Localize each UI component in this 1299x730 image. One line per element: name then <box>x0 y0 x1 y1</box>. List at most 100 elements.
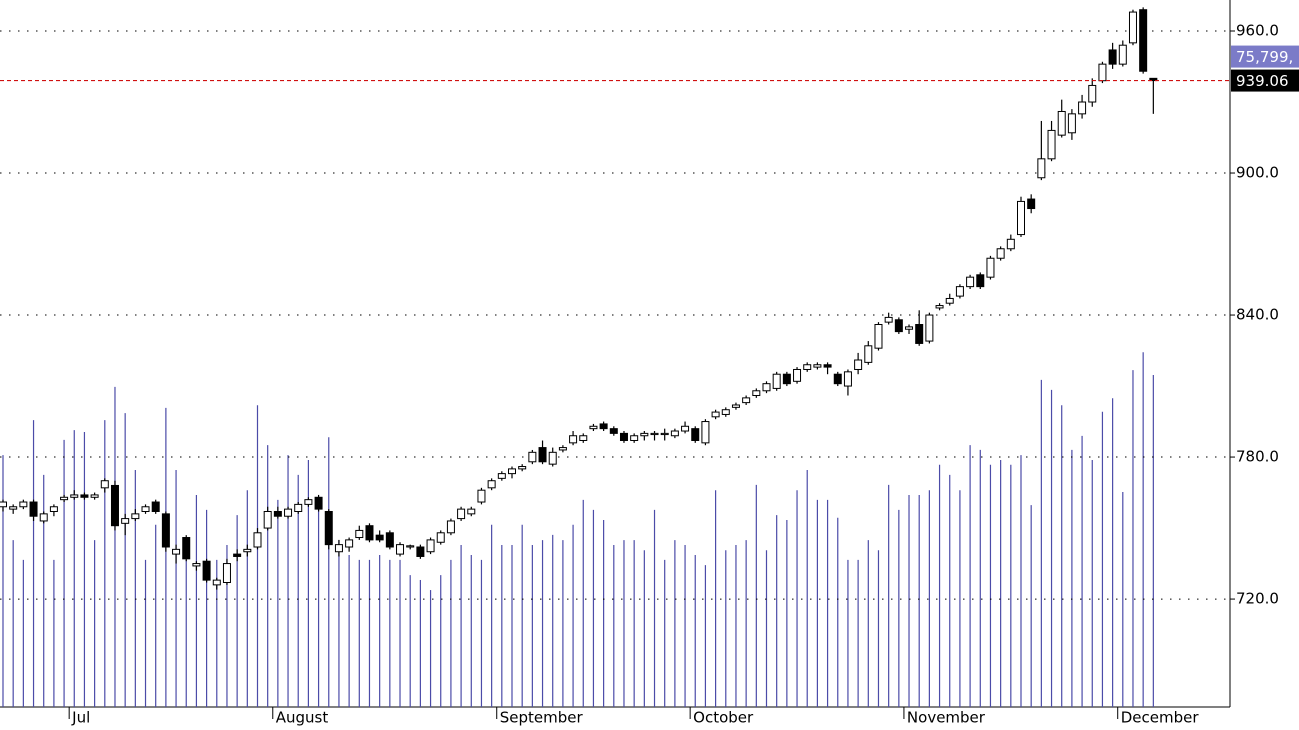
x-tick-label: September <box>500 709 584 727</box>
candle-body <box>334 544 343 553</box>
y-tick-label: 780.0 <box>1236 448 1279 466</box>
candle-body <box>141 506 150 512</box>
candle-body <box>640 432 649 437</box>
x-tick-label: August <box>276 709 329 727</box>
candle-body <box>681 425 690 432</box>
candle-body <box>497 473 506 479</box>
y-tick-label: 960.0 <box>1236 22 1279 40</box>
candle-body <box>558 447 567 451</box>
candle-body <box>1128 11 1137 44</box>
candle-body <box>1047 129 1056 160</box>
candle-body <box>324 510 333 546</box>
candle-body <box>508 468 516 475</box>
candle-body <box>1067 113 1076 134</box>
candle-body <box>538 447 547 463</box>
candle-body <box>925 314 934 342</box>
candle-body <box>915 324 924 344</box>
candle-body <box>854 359 863 370</box>
candle-body <box>1037 158 1046 179</box>
y-tick-label: 840.0 <box>1236 306 1279 324</box>
candle-body <box>396 544 405 555</box>
candle-body <box>365 525 374 541</box>
candle-body <box>589 425 598 430</box>
candle-body <box>273 510 282 517</box>
last-volume-label: 75,799, <box>1236 48 1293 66</box>
candle-body <box>385 532 394 548</box>
candle-body <box>569 435 578 444</box>
candle-body <box>182 537 191 560</box>
x-tick-label: November <box>907 709 986 727</box>
candle-body <box>884 316 893 323</box>
candle-body <box>0 501 7 508</box>
candle-body <box>161 513 170 548</box>
candle-body <box>701 421 710 444</box>
candle-body <box>813 364 822 368</box>
y-tick-label: 720.0 <box>1236 590 1279 608</box>
candle-body <box>660 432 669 436</box>
candle-body <box>630 435 639 441</box>
candle-body <box>110 484 119 527</box>
candle-body <box>874 324 883 349</box>
candle-body <box>49 506 58 512</box>
candle-body <box>314 496 323 510</box>
candle-body <box>192 563 201 567</box>
candle-body <box>436 532 445 543</box>
candle-body <box>1139 9 1148 72</box>
x-tick-label: October <box>693 709 754 727</box>
candle-body <box>446 520 455 534</box>
candle-body <box>304 499 313 505</box>
candle-body <box>416 546 425 557</box>
candle-body <box>528 451 537 463</box>
candle-body <box>426 539 435 553</box>
candle-body <box>263 510 272 529</box>
candle-body <box>487 480 496 489</box>
candle-body <box>752 390 761 397</box>
candle-body <box>782 373 791 385</box>
candle-body <box>477 489 486 503</box>
candle-body <box>121 518 130 524</box>
candle-body <box>39 513 48 522</box>
candle-body <box>976 274 985 288</box>
candle-body <box>996 248 1005 259</box>
candle-body <box>843 371 852 387</box>
candle-body <box>1118 44 1127 65</box>
candle-body <box>803 364 812 370</box>
candle-body <box>742 397 751 404</box>
candle-body <box>955 286 964 297</box>
candle-body <box>1088 84 1097 103</box>
candle-body <box>233 553 242 557</box>
candle-body <box>721 409 730 415</box>
candle-body <box>90 494 99 498</box>
candle-body <box>864 345 873 363</box>
candle-body <box>1017 200 1025 236</box>
candle-body <box>202 560 211 581</box>
candle-body <box>548 451 557 465</box>
candle-body <box>793 368 802 382</box>
candle-body <box>467 508 476 515</box>
candle-body <box>619 432 628 441</box>
candle-body <box>650 432 659 436</box>
candle-body <box>222 563 231 583</box>
candle-body <box>833 373 842 385</box>
candle-body <box>131 513 140 520</box>
candle-body <box>731 404 740 408</box>
candle-body <box>70 494 79 498</box>
candle-body <box>1057 110 1066 136</box>
candle-body <box>457 508 466 520</box>
candle-body <box>1078 101 1087 115</box>
candle-body <box>935 305 944 309</box>
candle-body <box>284 508 293 517</box>
candle-body <box>19 501 28 508</box>
candle-body <box>406 545 415 548</box>
candle-body <box>762 383 771 392</box>
candle-body <box>294 503 303 512</box>
candle-body <box>9 506 18 510</box>
candle-body <box>670 430 679 437</box>
candle-body <box>579 435 588 441</box>
last-volume-box <box>1231 45 1299 68</box>
candle-body <box>986 257 995 278</box>
candle-body <box>711 411 720 418</box>
candle-body <box>894 319 903 333</box>
